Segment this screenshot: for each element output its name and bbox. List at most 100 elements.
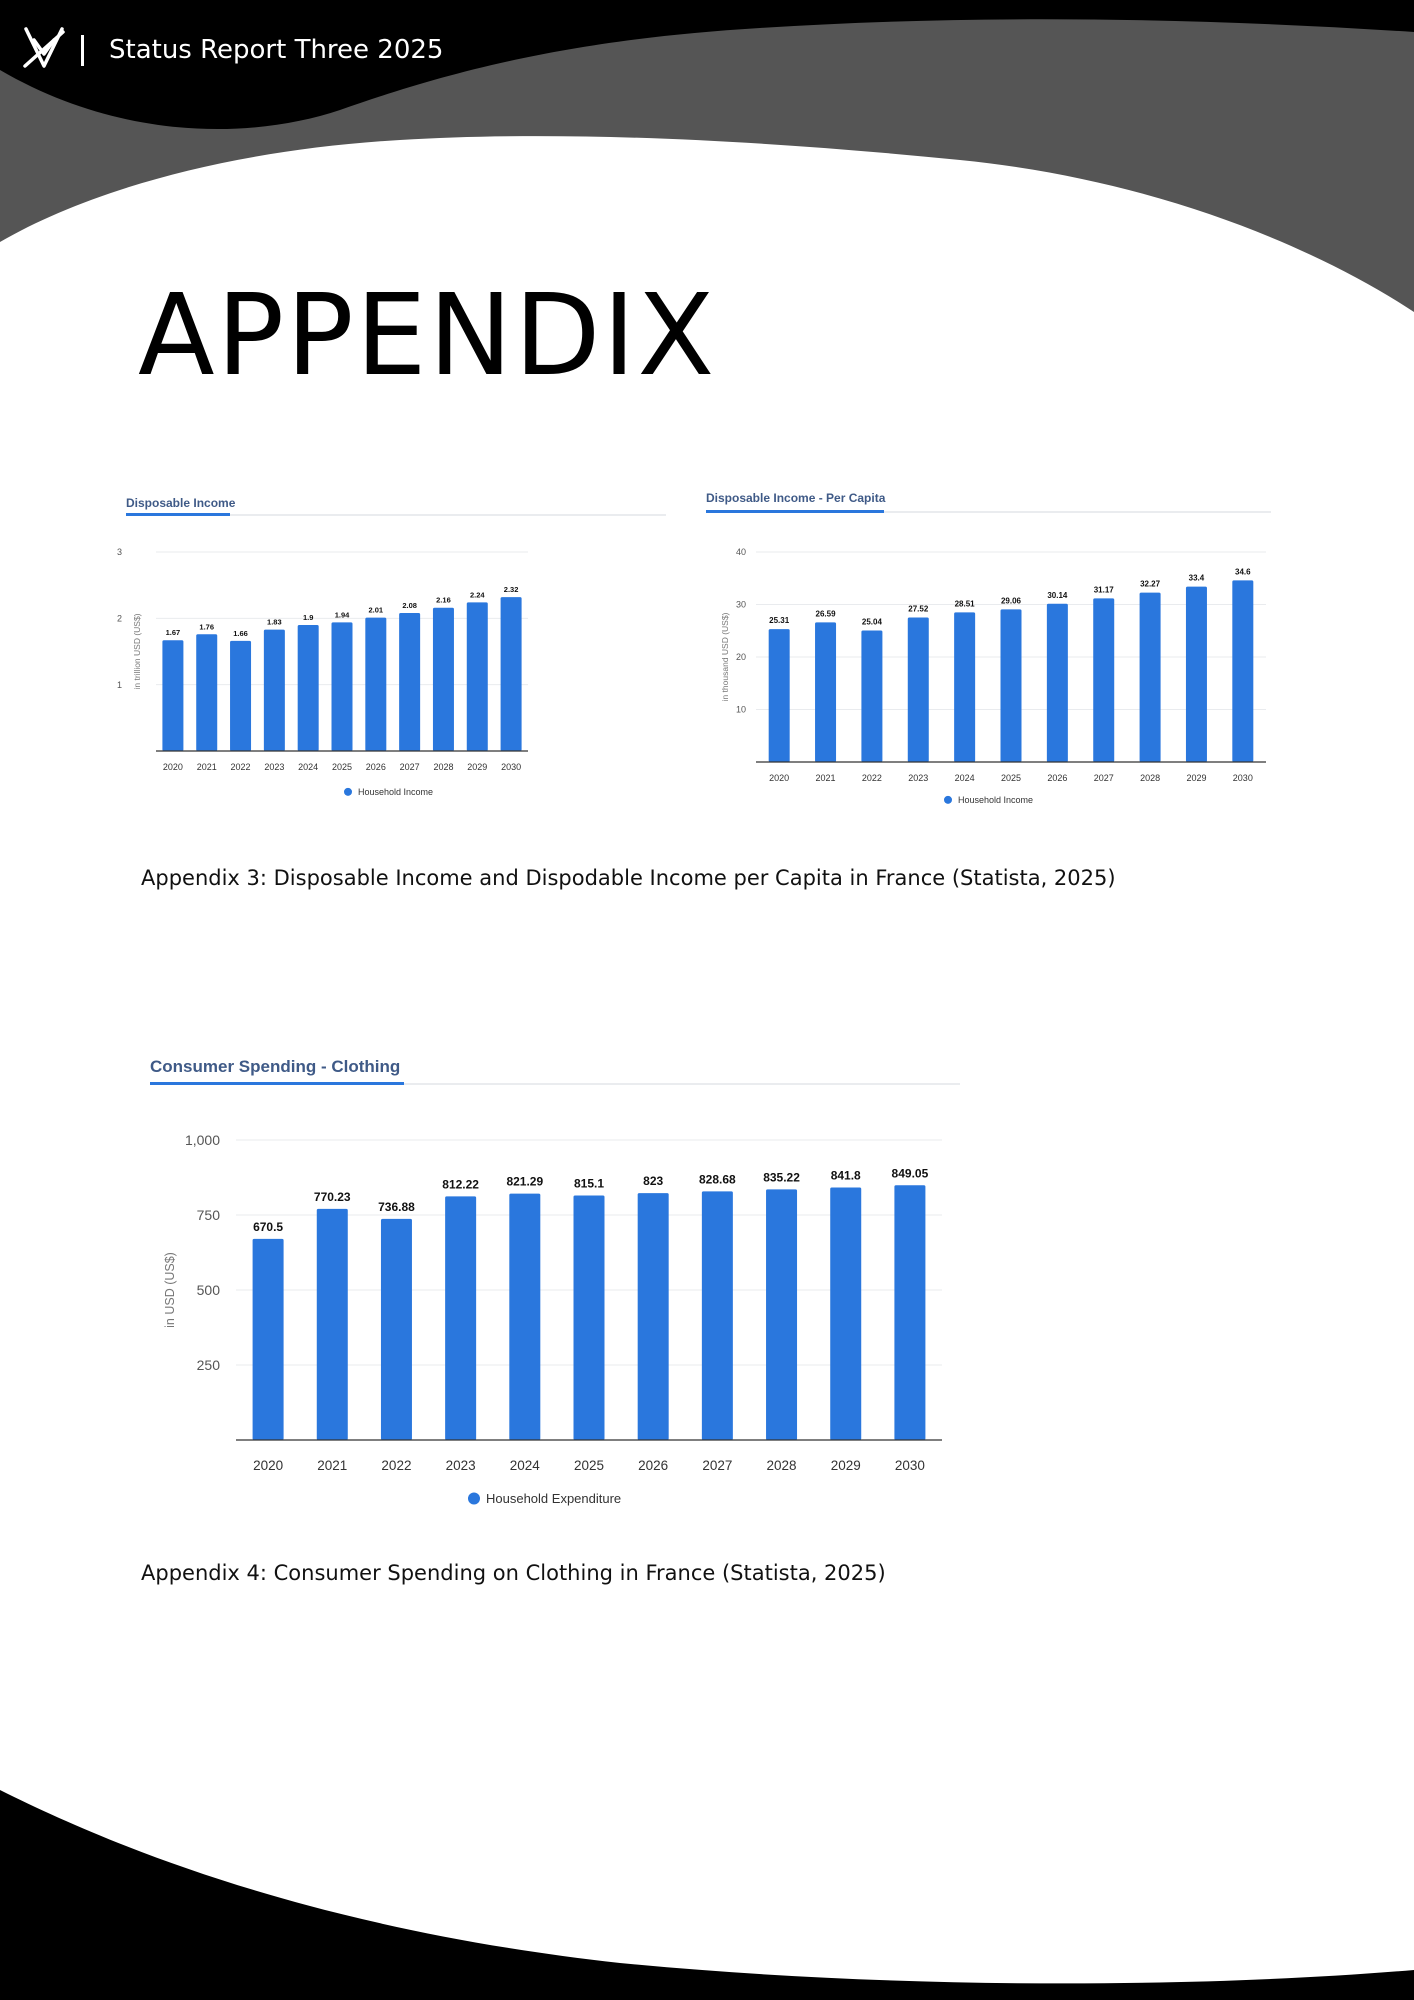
data-label-2022: 25.04 xyxy=(862,618,883,627)
data-label-2021: 1.76 xyxy=(199,622,214,631)
bar-2030 xyxy=(500,597,522,751)
x-tick-label-2030: 2030 xyxy=(895,1458,925,1473)
x-tick-label-2027: 2027 xyxy=(400,762,420,772)
bar-2030 xyxy=(1232,580,1254,762)
x-tick-label-2024: 2024 xyxy=(298,762,318,772)
y-tick-label: 500 xyxy=(197,1282,221,1298)
x-tick-label-2030: 2030 xyxy=(1233,773,1253,783)
x-tick-label-2028: 2028 xyxy=(767,1458,797,1473)
bar-2025 xyxy=(331,622,353,751)
legend-label: Household Income xyxy=(358,787,433,797)
y-tick-label: 3 xyxy=(117,547,122,557)
data-label-2030: 2.32 xyxy=(504,585,519,594)
bar-2022 xyxy=(861,630,883,762)
data-label-2023: 812.22 xyxy=(442,1177,479,1191)
x-tick-label-2021: 2021 xyxy=(816,773,836,783)
x-tick-label-2027: 2027 xyxy=(702,1458,732,1473)
data-label-2028: 32.27 xyxy=(1140,580,1161,589)
x-tick-label-2025: 2025 xyxy=(332,762,352,772)
bar-2028 xyxy=(432,607,454,751)
bar-2029 xyxy=(466,602,488,751)
bar-2021 xyxy=(815,622,837,762)
x-tick-label-2021: 2021 xyxy=(317,1458,347,1473)
bar-2021 xyxy=(196,634,218,751)
data-label-2024: 28.51 xyxy=(955,599,976,608)
x-tick-label-2028: 2028 xyxy=(1140,773,1160,783)
bar-2024 xyxy=(297,624,319,751)
bar-2029 xyxy=(1185,586,1207,762)
data-label-2022: 736.88 xyxy=(378,1200,415,1214)
data-label-2022: 1.66 xyxy=(233,629,248,638)
bar-2026 xyxy=(365,617,387,751)
y-axis-label: in thousand USD (US$) xyxy=(720,612,730,701)
data-label-2028: 2.16 xyxy=(436,596,451,605)
y-tick-label: 40 xyxy=(736,547,746,557)
bar-2020 xyxy=(768,629,790,762)
title-underline xyxy=(150,1082,404,1085)
x-tick-label-2029: 2029 xyxy=(1186,773,1206,783)
x-tick-label-2024: 2024 xyxy=(955,773,975,783)
bar-2020 xyxy=(252,1238,284,1440)
data-label-2029: 33.4 xyxy=(1189,574,1205,583)
y-axis-label: in USD (US$) xyxy=(163,1252,177,1328)
bar-2030 xyxy=(894,1185,926,1440)
y-axis-label: in trillion USD (US$) xyxy=(132,613,142,689)
data-label-2030: 34.6 xyxy=(1235,567,1251,576)
bar-2028 xyxy=(1139,592,1161,762)
y-tick-label: 2 xyxy=(117,613,122,623)
data-label-2023: 1.83 xyxy=(267,618,282,627)
x-tick-label-2023: 2023 xyxy=(908,773,928,783)
bar-2020 xyxy=(162,640,184,751)
data-label-2025: 815.1 xyxy=(574,1176,604,1190)
bar-2023 xyxy=(907,617,929,762)
x-tick-label-2026: 2026 xyxy=(1047,773,1067,783)
data-label-2029: 2.24 xyxy=(470,590,485,599)
legend-label: Household Expenditure xyxy=(486,1491,621,1506)
data-label-2026: 2.01 xyxy=(369,606,384,615)
data-label-2027: 2.08 xyxy=(402,601,417,610)
data-label-2027: 828.68 xyxy=(699,1172,736,1186)
bar-2028 xyxy=(766,1189,798,1440)
x-tick-label-2029: 2029 xyxy=(467,762,487,772)
bar-2022 xyxy=(230,640,252,751)
data-label-2025: 1.94 xyxy=(335,610,350,619)
data-label-2028: 835.22 xyxy=(763,1170,800,1184)
header-divider xyxy=(81,35,84,66)
page-title: APPENDIX xyxy=(138,271,717,401)
bar-2025 xyxy=(1000,609,1022,762)
data-label-2023: 27.52 xyxy=(908,605,929,614)
bar-2026 xyxy=(1046,603,1068,762)
legend-marker xyxy=(468,1492,480,1505)
header-black-band xyxy=(0,0,1414,130)
data-label-2025: 29.06 xyxy=(1001,596,1022,605)
legend-marker xyxy=(344,787,352,796)
appendix-4-caption: Appendix 4: Consumer Spending on Clothin… xyxy=(141,1561,886,1585)
data-label-2024: 1.9 xyxy=(303,613,313,622)
y-tick-label: 10 xyxy=(736,705,746,715)
x-tick-label-2030: 2030 xyxy=(501,762,521,772)
x-tick-label-2028: 2028 xyxy=(433,762,453,772)
chart-0-group: Disposable Income 1 2 3 in trillion USD (US$… xyxy=(117,496,666,797)
bar-2027 xyxy=(701,1191,733,1440)
bar-2026 xyxy=(637,1193,669,1440)
bar-2029 xyxy=(830,1187,862,1440)
bar-2025 xyxy=(573,1195,605,1440)
data-label-2029: 841.8 xyxy=(831,1168,861,1182)
data-label-2027: 31.17 xyxy=(1094,585,1115,594)
x-tick-label-2020: 2020 xyxy=(163,762,183,772)
data-label-2021: 770.23 xyxy=(314,1190,351,1204)
x-tick-label-2025: 2025 xyxy=(1001,773,1021,783)
antler-mark-icon xyxy=(23,27,65,68)
data-label-2020: 1.67 xyxy=(166,628,181,637)
bar-2027 xyxy=(399,613,421,751)
x-tick-label-2023: 2023 xyxy=(446,1458,476,1473)
data-label-2020: 25.31 xyxy=(769,616,790,625)
bar-2022 xyxy=(380,1218,412,1440)
y-tick-label: 20 xyxy=(736,652,746,662)
x-tick-label-2026: 2026 xyxy=(638,1458,668,1473)
x-tick-label-2020: 2020 xyxy=(253,1458,283,1473)
x-tick-label-2024: 2024 xyxy=(510,1458,541,1473)
data-label-2020: 670.5 xyxy=(253,1220,283,1234)
report-title: Status Report Three 2025 xyxy=(109,35,444,65)
